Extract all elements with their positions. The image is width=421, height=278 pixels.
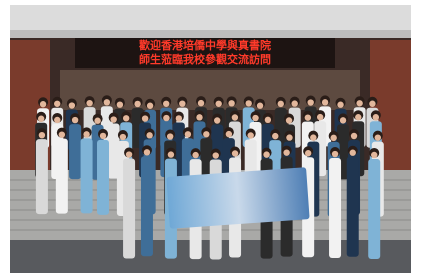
person-body: [368, 159, 380, 259]
person-face: [203, 131, 209, 137]
person-face: [100, 133, 106, 139]
person-face: [246, 100, 252, 106]
person-face: [228, 100, 234, 106]
person-body: [329, 158, 341, 258]
person-face: [110, 116, 116, 122]
person-face: [226, 131, 232, 137]
person-face: [322, 99, 328, 105]
person-face: [283, 149, 289, 155]
person-face: [247, 132, 253, 138]
person-face: [94, 118, 100, 124]
person-face: [147, 103, 153, 109]
person-face: [232, 150, 238, 156]
person-face: [317, 114, 323, 120]
person-face: [39, 132, 45, 138]
person-face: [252, 115, 258, 121]
person-body: [69, 124, 81, 179]
sign-line: 師生蒞臨我校參觀交流訪問: [139, 52, 271, 66]
person-face: [167, 133, 173, 139]
person-face: [134, 101, 140, 107]
person-face: [163, 115, 169, 121]
person-face: [257, 103, 263, 109]
person-body: [81, 138, 93, 213]
person-face: [146, 132, 152, 138]
person-face: [214, 117, 220, 123]
person-face: [72, 117, 78, 123]
person-face: [213, 152, 219, 158]
person-face: [54, 101, 60, 107]
person-face: [123, 115, 129, 121]
person-face: [332, 151, 338, 157]
person-body: [56, 139, 68, 214]
person-face: [83, 131, 89, 137]
person-face: [198, 100, 204, 106]
person-face: [179, 100, 185, 106]
person-face: [307, 99, 313, 105]
person-face: [337, 102, 343, 108]
person-face: [59, 131, 65, 137]
person-face: [126, 151, 132, 157]
person-face: [163, 101, 169, 107]
person-face: [142, 115, 148, 121]
page: 歡迎香港培僑中學與真書院 師生蒞臨我校參觀交流訪問 (() => { const…: [0, 0, 421, 278]
person-face: [104, 99, 110, 105]
person-face: [185, 131, 191, 137]
person-face: [69, 102, 75, 108]
person-face: [54, 117, 60, 123]
person-body: [97, 140, 109, 215]
person-face: [272, 133, 278, 139]
person-face: [196, 114, 202, 120]
person-face: [192, 152, 198, 158]
person-face: [351, 133, 357, 139]
person-body: [36, 139, 48, 214]
sign-line: 歡迎香港培僑中學與真書院: [139, 38, 271, 52]
person-face: [38, 116, 44, 122]
person-face: [232, 114, 238, 120]
eave: [10, 30, 411, 38]
person-face: [86, 100, 92, 106]
person-face: [305, 114, 311, 120]
person-face: [330, 135, 336, 141]
person-face: [356, 100, 362, 106]
person-face: [176, 115, 182, 121]
person-face: [310, 134, 316, 140]
person-face: [215, 101, 221, 107]
person-face: [168, 151, 174, 157]
person-face: [305, 150, 311, 156]
person-face: [117, 101, 123, 107]
person-body: [347, 157, 359, 257]
person-face: [350, 150, 356, 156]
person-face: [278, 101, 284, 107]
person-body: [123, 159, 135, 259]
person-body: [141, 156, 153, 256]
person-face: [286, 117, 292, 123]
person-face: [120, 134, 126, 140]
person-face: [286, 134, 292, 140]
person-face: [263, 151, 269, 157]
banner: [166, 167, 309, 229]
person-face: [355, 114, 361, 120]
person-face: [40, 101, 46, 107]
person-face: [265, 117, 271, 123]
person-face: [340, 117, 346, 123]
person-face: [371, 152, 377, 158]
person-face: [375, 134, 381, 140]
person-face: [369, 101, 375, 107]
photo: 歡迎香港培僑中學與真書院 師生蒞臨我校參觀交流訪問: [0, 0, 421, 278]
person-face: [373, 114, 379, 120]
person-face: [291, 100, 297, 106]
person-face: [144, 149, 150, 155]
